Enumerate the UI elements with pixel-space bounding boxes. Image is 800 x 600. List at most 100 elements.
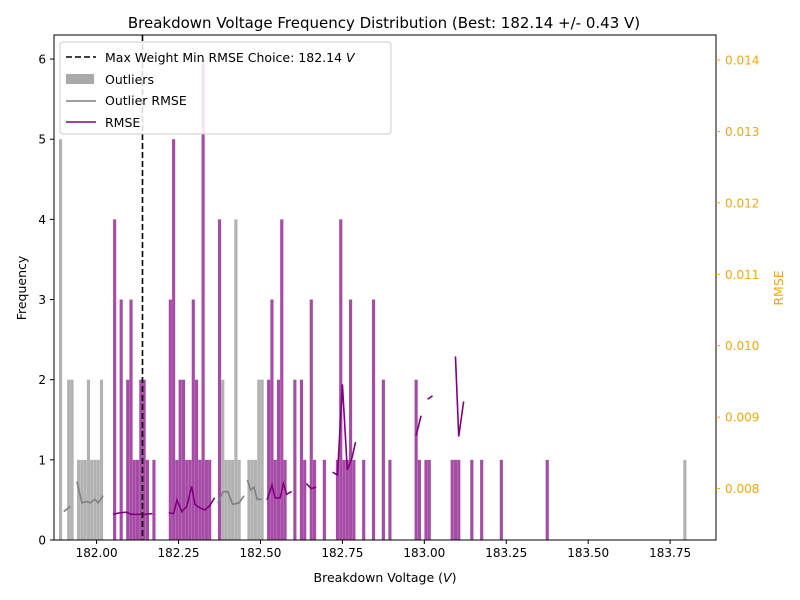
outlier-bar-5 [83,459,87,540]
inlier-bar-56 [545,459,549,540]
inlier-bar-46 [414,379,418,540]
outlier-bar-6 [86,379,90,540]
inlier-bar-9 [152,459,156,540]
inlier-bar-43 [371,299,376,540]
outlier-bar-13 [227,459,231,540]
inlier-bar-30 [293,379,297,540]
outlier-bar-7 [90,459,94,540]
inlier-bar-54 [480,459,484,540]
legend-outliers-swatch [66,74,94,84]
inlier-bar-21 [204,459,208,540]
inlier-bar-2 [126,379,130,540]
y-tick-label-6: 6 [38,53,46,67]
x-tick-label-1: 182.25 [158,546,200,560]
inlier-bar-50 [450,459,454,540]
x-axis-label-close: ) [452,570,457,585]
x-tick-label-3: 182.75 [321,546,363,560]
y2-tick-label-2: 0.010 [725,339,759,353]
inlier-bar-16 [188,459,192,540]
legend-outlier-rmse-label: Outlier RMSE [105,93,187,108]
legend-outliers-label: Outliers [105,72,154,87]
rmse-line-6 [427,395,433,400]
outlier-bar-1 [67,379,71,540]
inlier-bar-3 [129,299,133,540]
outlier-bar-10 [99,379,104,540]
inlier-bar-44 [381,379,385,540]
x-tick-label-2: 182.50 [239,546,281,560]
inlier-bar-31 [299,379,304,540]
inlier-bar-39 [345,459,349,540]
inlier-bar-5 [136,459,140,540]
inlier-bar-7 [142,379,146,540]
x-tick-label-5: 183.25 [485,546,527,560]
legend-choice-text: Max Weight Min RMSE Choice: 182.14 [105,50,346,65]
legend-box [59,41,392,135]
inlier-bar-47 [417,459,421,540]
rmse-lines [112,356,465,516]
inlier-bar-18 [194,379,199,540]
inlier-bar-36 [335,459,340,540]
inlier-bar-42 [362,459,366,540]
inlier-bar-15 [185,459,189,540]
rmse-line-5 [415,415,422,436]
outlier-rmse-line-3 [246,479,263,501]
outlier-bar-18 [250,459,254,540]
right-axis-ticks: 0.008 0.009 0.010 0.011 0.012 0.013 0.014 [716,54,759,496]
inlier-bar-14 [181,379,186,540]
inlier-bar-29 [283,459,287,540]
inlier-bar-41 [352,459,356,540]
inlier-bar-48 [424,459,428,540]
inlier-bar-19 [198,459,202,540]
right-axis-label: RMSE [771,270,786,305]
inlier-bar-55 [499,459,503,540]
outlier-bar-11 [221,379,225,540]
outlier-bar-16 [237,459,241,540]
inlier-bar-27 [276,379,281,540]
inlier-bar-28 [280,219,284,540]
inlier-bar-40 [349,299,353,540]
inlier-bar-37 [339,219,343,540]
outlier-bar-2 [70,379,74,540]
y-tick-label-5: 5 [38,133,46,147]
inlier-bar-51 [453,459,458,540]
inlier-bar-20 [201,59,205,540]
outlier-rmse-line-1 [76,481,104,505]
inlier-bars [113,59,549,540]
outlier-bar-22 [683,459,687,540]
inlier-bar-22 [208,459,212,540]
plot-frame [53,34,717,541]
inlier-bar-17 [191,299,195,540]
inlier-bar-52 [457,459,461,540]
y2-tick-label-0: 0.008 [725,482,759,496]
inlier-bar-33 [309,299,313,540]
inlier-bar-6 [139,379,143,540]
inlier-bar-45 [388,459,392,540]
inlier-bar-10 [168,299,172,540]
rmse-line-3 [305,483,317,490]
inlier-bar-8 [145,459,149,540]
inlier-bar-13 [178,379,182,540]
inlier-bar-49 [427,459,431,540]
outlier-bar-21 [260,379,264,540]
y-axis-label: Frequency [14,255,29,320]
legend-choice-unit: V [346,50,356,65]
outlier-bar-14 [231,459,235,540]
y-tick-label-4: 4 [38,213,46,227]
inlier-bar-32 [303,459,307,540]
x-axis-label-text: Breakdown Voltage ( [314,570,443,585]
rmse-line-0 [112,511,153,516]
y2-tick-label-3: 0.011 [725,268,759,282]
chart-title: Breakdown Voltage Frequency Distribution… [128,14,640,32]
inlier-bar-0 [119,299,123,540]
outlier-bar-19 [253,459,258,540]
y-tick-label-1: 1 [38,453,46,467]
inlier-bar-53 [470,459,474,540]
inlier-bar-23 [217,219,222,540]
inlier-bar-35 [322,459,326,540]
x-tick-label-6: 183.50 [567,546,609,560]
legend-choice-label: Max Weight Min RMSE Choice: 182.14 V [105,50,356,65]
y2-tick-label-6: 0.014 [725,54,759,68]
rmse-line-7 [454,356,465,437]
y2-tick-label-4: 0.012 [725,196,759,210]
x-tick-label-4: 183.00 [403,546,445,560]
